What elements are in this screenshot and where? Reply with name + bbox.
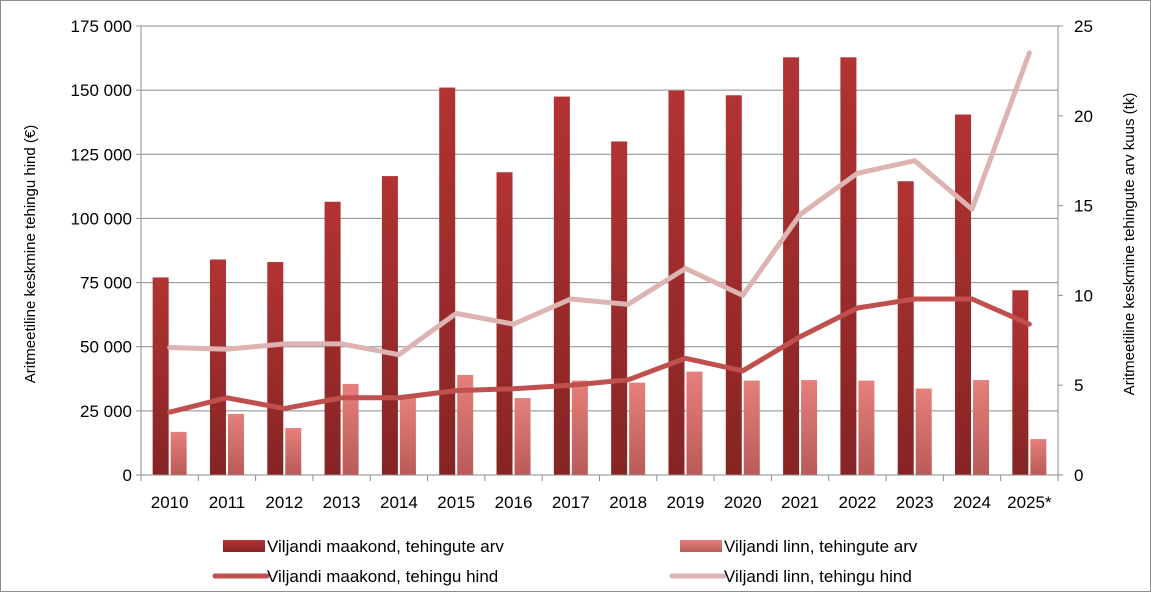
bar-maakond <box>897 181 914 475</box>
legend-label: Viljandi linn, tehingute arv <box>724 537 918 556</box>
x-tick-label: 2012 <box>265 493 303 512</box>
legend: Viljandi maakond, tehingute arv Viljandi … <box>212 537 918 586</box>
x-tick-label: 2013 <box>323 493 361 512</box>
bar-linn <box>571 380 588 475</box>
x-tick-label: 2018 <box>609 493 647 512</box>
bar-linn <box>170 431 187 475</box>
bar-linn <box>285 428 302 475</box>
bar-maakond <box>267 262 284 475</box>
x-tick-label: 2017 <box>552 493 590 512</box>
bar-maakond <box>725 95 742 475</box>
bar-linn <box>915 388 932 475</box>
y2-tick-label: 25 <box>1074 17 1093 36</box>
y2-tick-label: 5 <box>1074 376 1083 395</box>
bar-maakond <box>553 96 570 476</box>
bar-linn <box>858 380 875 475</box>
axes <box>136 25 1063 481</box>
bar-linn <box>342 383 359 475</box>
bar-maakond <box>955 114 972 475</box>
lines <box>167 50 1032 415</box>
y-axis-title: Aritmeetiline keskmine tehingu hind (€) <box>22 125 39 383</box>
bar-maakond <box>152 277 169 475</box>
gridlines <box>141 25 1058 476</box>
y-tick-label: 75 000 <box>80 274 132 293</box>
x-tick-label: 2025* <box>1007 493 1052 512</box>
y-tick-label: 175 000 <box>71 17 132 36</box>
legend-label: Viljandi maakond, tehingute arv <box>267 537 504 556</box>
tick-labels: 0 25 000 50 000 75 000 100 000 125 000 150 000… <box>71 17 1093 512</box>
bar-linn <box>801 380 818 475</box>
x-tick-label: 2016 <box>495 493 533 512</box>
x-tick-label: 2015 <box>437 493 475 512</box>
y2-tick-label: 20 <box>1074 107 1093 126</box>
x-tick-label: 2022 <box>838 493 876 512</box>
bar-maakond <box>668 90 685 475</box>
bar-linn <box>514 398 531 475</box>
bar-maakond <box>209 259 226 475</box>
x-tick-label: 2014 <box>380 493 418 512</box>
bar-maakond <box>439 87 456 475</box>
bar-maakond <box>1012 290 1029 475</box>
x-tick-label: 2019 <box>667 493 705 512</box>
bar-maakond <box>611 141 628 475</box>
bar-linn <box>629 382 646 475</box>
y-tick-label: 0 <box>123 466 132 485</box>
bars <box>152 57 1047 476</box>
bar-maakond <box>381 176 398 475</box>
bar-linn <box>227 413 244 475</box>
bar-linn <box>457 374 474 475</box>
y2-tick-label: 10 <box>1074 286 1093 305</box>
legend-label: Viljandi maakond, tehingu hind <box>267 567 498 586</box>
x-tick-label: 2024 <box>953 493 991 512</box>
x-tick-label: 2010 <box>151 493 189 512</box>
y-tick-label: 100 000 <box>71 209 132 228</box>
bar-maakond <box>783 57 800 475</box>
line-viljandi-maakond-tehingu-hind <box>167 296 1032 415</box>
x-tick-label: 2023 <box>896 493 934 512</box>
legend-label: Viljandi linn, tehingu hind <box>724 567 912 586</box>
x-tick-label: 2021 <box>781 493 819 512</box>
bar-linn <box>1030 439 1047 475</box>
x-tick-label: 2020 <box>724 493 762 512</box>
bar-linn <box>743 380 760 475</box>
y2-tick-label: 0 <box>1074 466 1083 485</box>
legend-swatch-bar <box>223 540 265 552</box>
y-tick-label: 150 000 <box>71 81 132 100</box>
y-tick-label: 125 000 <box>71 145 132 164</box>
y2-tick-label: 15 <box>1074 197 1093 216</box>
y-tick-label: 50 000 <box>80 338 132 357</box>
bar-linn <box>686 371 703 475</box>
bar-maakond <box>324 201 341 475</box>
x-tick-label: 2011 <box>209 493 246 512</box>
y-tick-label: 25 000 <box>80 402 132 421</box>
bar-linn <box>399 398 416 475</box>
bar-maakond <box>840 57 857 475</box>
legend-swatch-bar <box>680 540 722 552</box>
line-viljandi-linn-tehingu-hind <box>167 50 1032 358</box>
y2-axis-title: Aritmeetiline keskmine tehingute arv kuu… <box>1121 93 1138 396</box>
bar-linn <box>973 380 990 475</box>
